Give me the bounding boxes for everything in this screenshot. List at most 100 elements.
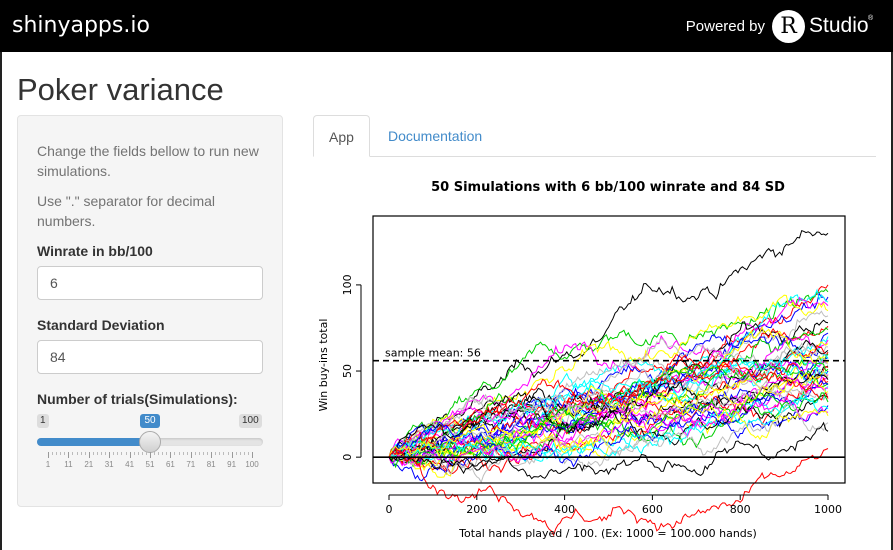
slider-minor-tick xyxy=(223,452,225,455)
slider-minor-tick xyxy=(133,452,135,455)
rstudio-logo-text[interactable]: Studio xyxy=(809,14,869,37)
tab-app[interactable]: App xyxy=(313,115,370,157)
series-layer xyxy=(388,229,829,537)
x-tick-label: 800 xyxy=(730,503,751,516)
series-line xyxy=(388,379,829,458)
series-line xyxy=(388,421,829,480)
series-line xyxy=(388,337,828,463)
slider-minor-tick xyxy=(141,452,143,455)
slider-minor-tick xyxy=(64,452,66,455)
slider-minor-tick xyxy=(52,452,54,455)
slider-minor-tick xyxy=(101,452,103,455)
slider-tick-label: 41 xyxy=(125,460,135,469)
sd-input[interactable] xyxy=(37,340,263,374)
x-tick-label: 0 xyxy=(386,503,393,516)
slider-minor-tick xyxy=(154,452,156,455)
slider-minor-tick xyxy=(247,452,249,455)
slider-tick-label: 91 xyxy=(227,460,237,469)
slider-tick-label: 81 xyxy=(206,460,216,469)
slider-minor-tick xyxy=(174,452,176,455)
slider-minor-tick xyxy=(92,452,94,455)
y-tick-label: 50 xyxy=(341,364,354,378)
slider-minor-tick xyxy=(243,452,245,455)
slider-tick xyxy=(150,452,151,458)
winrate-input[interactable] xyxy=(37,266,263,300)
slider-minor-tick xyxy=(235,452,237,455)
slider-minor-tick xyxy=(194,452,196,455)
slider-minor-tick xyxy=(203,452,205,455)
sd-label: Standard Deviation xyxy=(37,317,165,333)
slider-tick xyxy=(252,452,253,458)
slider-minor-tick xyxy=(182,452,184,455)
slider-tick xyxy=(129,452,131,458)
series-line xyxy=(388,403,829,468)
trials-label: Number of trials(Simulations): xyxy=(37,391,238,407)
series-line xyxy=(388,396,829,458)
simulation-chart: 50 Simulations with 6 bb/100 winrate and… xyxy=(317,180,846,540)
slider-minor-tick xyxy=(113,452,115,455)
series-line xyxy=(388,397,829,461)
slider-tick-label: 1 xyxy=(45,460,51,469)
trademark-mark: ® xyxy=(868,15,874,22)
slider-minor-tick xyxy=(60,452,62,455)
y-tick-label: 0 xyxy=(341,454,354,461)
slider-minor-tick xyxy=(121,452,123,455)
slider-minor-tick xyxy=(80,452,82,455)
tab-bar: App Documentation xyxy=(313,115,876,157)
plot-box xyxy=(372,215,846,484)
slider-minor-tick xyxy=(239,452,241,455)
series-line xyxy=(388,377,829,465)
slider-minor-tick xyxy=(125,452,127,455)
slider-minor-tick xyxy=(105,452,107,455)
series-line xyxy=(388,395,829,467)
slider-minor-tick xyxy=(219,452,221,455)
top-bar: shinyapps.io Powered by R Studio ® xyxy=(0,0,893,52)
x-tick-label: 200 xyxy=(466,503,487,516)
slider-minor-tick xyxy=(145,452,147,455)
slider-tick xyxy=(68,452,70,458)
slider-tick-label: 11 xyxy=(64,460,73,469)
rstudio-logo-icon[interactable]: R xyxy=(772,10,805,43)
tab-documentation[interactable]: Documentation xyxy=(388,128,483,144)
slider-minor-tick xyxy=(158,452,160,455)
help-text-1: Change the fields bellow to run new simu… xyxy=(37,143,259,179)
frame-border-left xyxy=(0,52,2,550)
chart-title: 50 Simulations with 6 bb/100 winrate and… xyxy=(431,180,785,195)
slider-tick xyxy=(170,452,172,458)
slider-minor-tick xyxy=(207,452,209,455)
slider-minor-tick xyxy=(215,452,217,455)
x-tick-label: 600 xyxy=(642,503,663,516)
slider-minor-tick xyxy=(56,452,58,455)
slider-minor-tick xyxy=(84,452,86,455)
slider-tick xyxy=(190,452,192,458)
slider-minor-tick xyxy=(117,452,119,455)
slider-tick xyxy=(231,452,233,458)
page-title: Poker variance xyxy=(17,72,224,107)
series-line xyxy=(388,379,829,482)
slider-tick xyxy=(109,452,111,458)
slider-minor-tick xyxy=(166,452,168,455)
frame-border-right xyxy=(891,52,893,550)
y-tick-label: 100 xyxy=(341,274,354,295)
slider-tick-label: 100 xyxy=(245,460,259,469)
slider-tick-label: 31 xyxy=(104,460,114,469)
slider-minor-tick xyxy=(227,452,229,455)
slider-minor-tick xyxy=(76,452,78,455)
help-text-2: Use "." separator for decimal numbers. xyxy=(37,193,216,229)
powered-by-text: Powered by xyxy=(685,18,765,35)
y-axis: 0 50 100 xyxy=(341,274,362,461)
series-line xyxy=(388,229,829,458)
series-line xyxy=(388,357,829,458)
slider-tick-label: 51 xyxy=(145,460,155,469)
series-line xyxy=(388,391,829,458)
series-line xyxy=(388,375,829,466)
slider-value-label: 50 xyxy=(140,414,160,428)
slider-max-label: 100 xyxy=(239,414,262,428)
slider-minor-tick xyxy=(178,452,180,455)
slider-minor-tick xyxy=(96,452,98,455)
x-tick-label: 400 xyxy=(554,503,575,516)
series-line xyxy=(388,357,829,462)
trials-slider-handle[interactable] xyxy=(139,431,161,453)
series-line xyxy=(388,392,829,469)
brand-name[interactable]: shinyapps.io xyxy=(12,13,150,38)
